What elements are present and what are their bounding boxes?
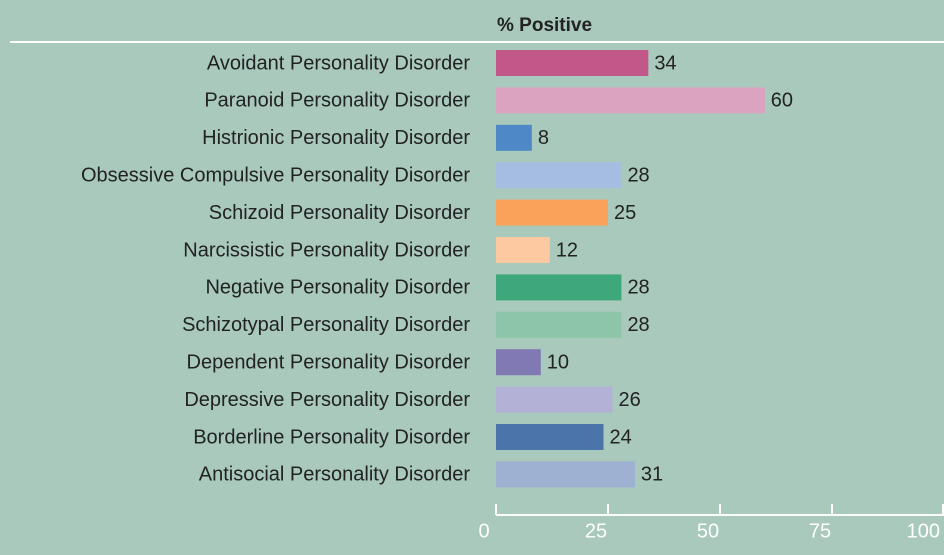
value-label: 8 <box>538 127 549 149</box>
y-tick-label: Dependent Personality Disorder <box>187 351 471 373</box>
value-label: 60 <box>771 90 793 112</box>
y-tick-label: Schizoid Personality Disorder <box>209 202 471 224</box>
x-tick-label: 75 <box>809 520 831 542</box>
value-label: 28 <box>627 164 649 186</box>
y-tick-label: Narcissistic Personality Disorder <box>183 239 470 261</box>
chart-title: % Positive <box>497 15 592 36</box>
value-label: 10 <box>547 351 569 373</box>
value-label: 31 <box>641 464 663 486</box>
x-tick-label: 50 <box>697 520 719 542</box>
y-tick-label: Avoidant Personality Disorder <box>207 52 470 74</box>
value-label: 28 <box>627 314 649 336</box>
bar <box>496 199 608 226</box>
bar <box>496 162 622 189</box>
x-tick-label: 25 <box>585 520 607 542</box>
y-tick-label: Antisocial Personality Disorder <box>199 464 471 486</box>
value-label: 12 <box>556 239 578 261</box>
value-label: 34 <box>654 52 676 74</box>
value-label: 28 <box>627 277 649 299</box>
y-tick-label: Schizotypal Personality Disorder <box>182 314 470 336</box>
y-tick-label: Histrionic Personality Disorder <box>202 127 470 149</box>
value-label: 25 <box>614 202 636 224</box>
x-tick-label: 0 <box>478 520 489 542</box>
y-tick-label: Obsessive Compulsive Personality Disorde… <box>81 164 470 186</box>
value-label: 24 <box>610 426 632 448</box>
y-tick-label: Depressive Personality Disorder <box>184 389 470 411</box>
bar <box>496 311 622 338</box>
x-tick-label: 100 <box>907 520 940 542</box>
y-tick-label: Paranoid Personality Disorder <box>204 90 470 112</box>
y-tick-label: Negative Personality Disorder <box>205 277 470 299</box>
bar <box>496 461 635 488</box>
bar <box>496 386 613 413</box>
bar <box>496 349 541 376</box>
value-label: 26 <box>618 389 640 411</box>
bar <box>496 274 622 301</box>
bar <box>496 237 550 263</box>
y-tick-label: Borderline Personality Disorder <box>193 426 470 448</box>
bar <box>496 87 765 114</box>
bar <box>496 124 532 151</box>
bar <box>496 424 604 450</box>
bar <box>496 50 649 76</box>
